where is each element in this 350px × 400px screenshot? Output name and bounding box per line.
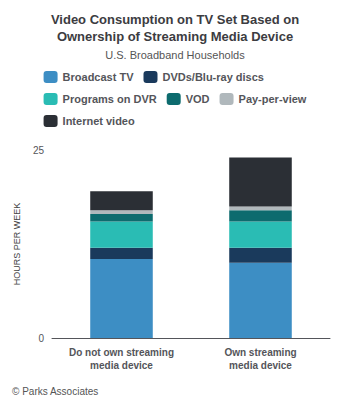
svg-text:U.S. Broadband Households: U.S. Broadband Households	[105, 49, 245, 61]
svg-text:HOURS PER WEEK: HOURS PER WEEK	[12, 203, 22, 286]
svg-text:Video Consumption on TV Set Ba: Video Consumption on TV Set Based on	[51, 12, 299, 27]
svg-text:Own streaming: Own streaming	[224, 347, 296, 358]
svg-text:Pay-per-view: Pay-per-view	[239, 93, 307, 105]
svg-text:DVDs/Blu-ray discs: DVDs/Blu-ray discs	[162, 71, 263, 83]
svg-text:media device: media device	[229, 360, 292, 371]
svg-text:0: 0	[38, 333, 44, 344]
svg-text:© Parks Associates: © Parks Associates	[12, 386, 98, 397]
svg-text:Programs on DVR: Programs on DVR	[63, 93, 157, 105]
svg-text:25: 25	[33, 145, 45, 156]
svg-text:Do not own streaming: Do not own streaming	[69, 347, 174, 358]
svg-text:VOD: VOD	[186, 93, 210, 105]
svg-text:Internet video: Internet video	[63, 115, 135, 127]
svg-text:Broadcast TV: Broadcast TV	[63, 71, 135, 83]
svg-text:media device: media device	[90, 360, 153, 371]
svg-text:Ownership of Streaming Media D: Ownership of Streaming Media Device	[57, 29, 293, 44]
